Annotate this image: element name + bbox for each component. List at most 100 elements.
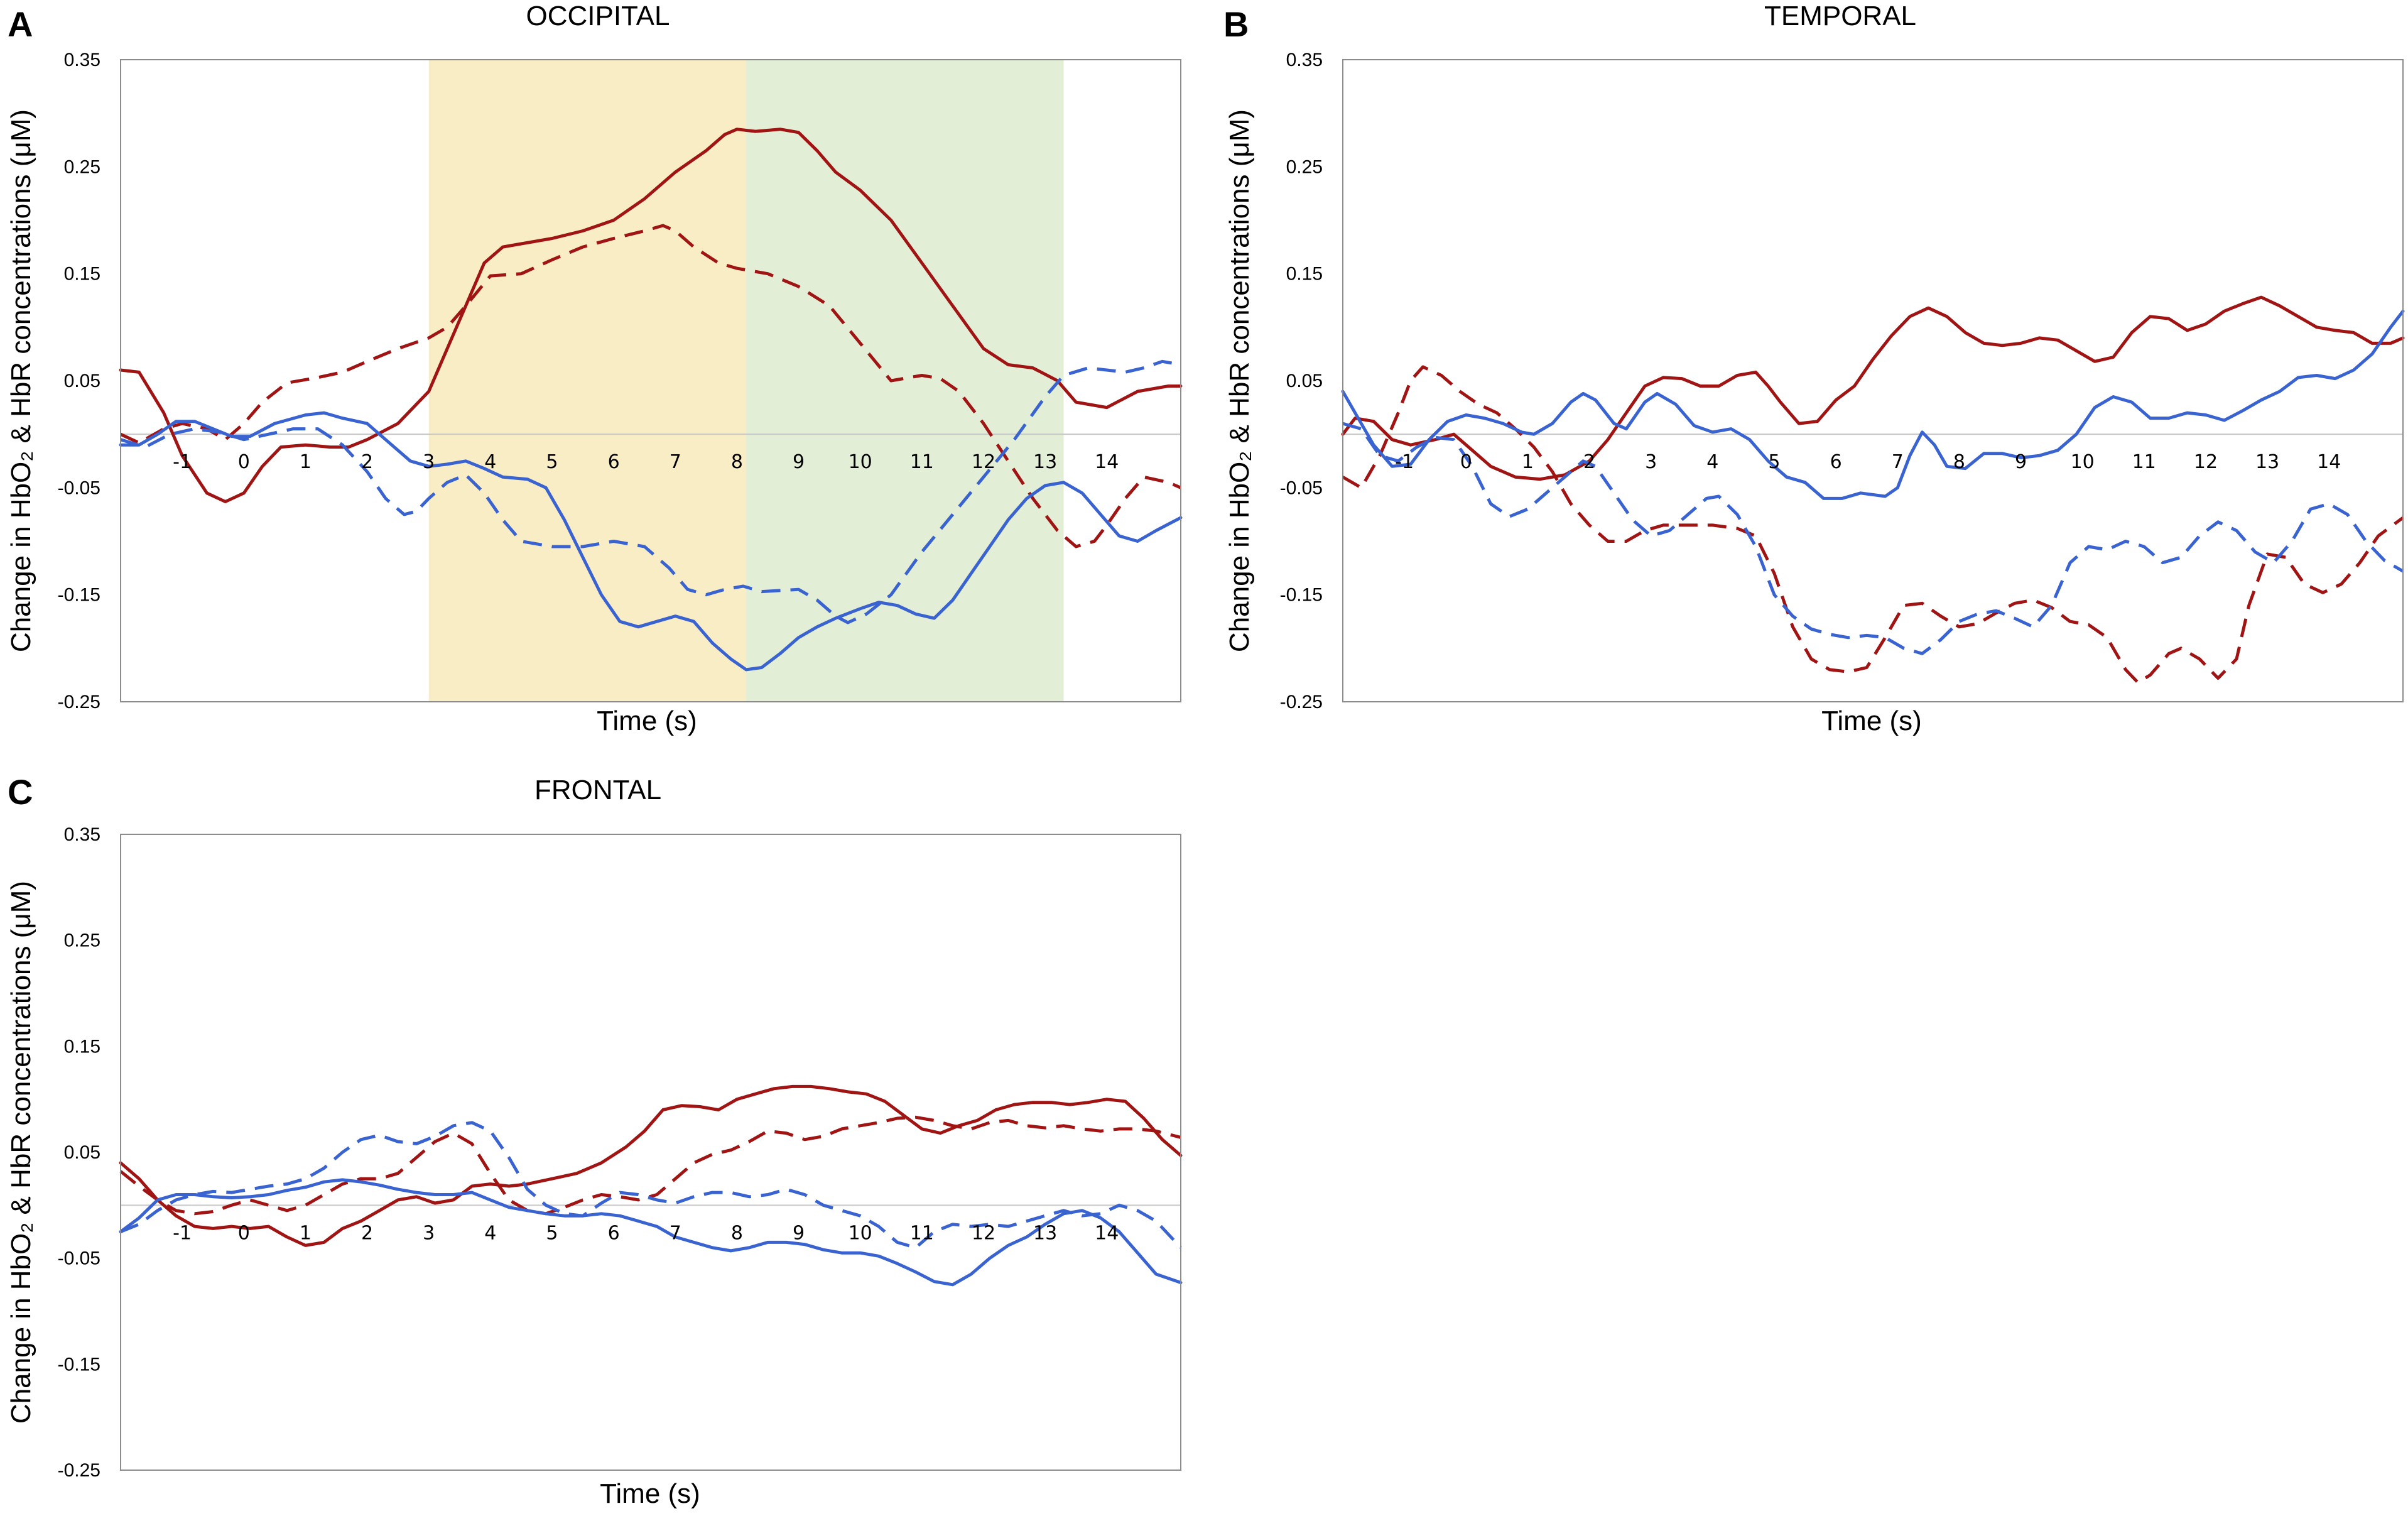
x-tick-label: 6 [608, 1222, 620, 1244]
x-tick-label: 14 [1095, 451, 1119, 473]
x-tick-label: 4 [1706, 451, 1718, 473]
x-tick-label: -1 [173, 451, 192, 473]
y-tick-label: -0.05 [58, 1248, 100, 1269]
x-tick-label: 2 [361, 451, 373, 473]
y-tick-label: 0.35 [1286, 50, 1323, 70]
x-tick-label: 10 [849, 451, 872, 473]
chart-title: OCCIPITAL [526, 1, 670, 31]
x-tick-label: 0 [238, 451, 250, 473]
x-tick-label: 0 [1460, 451, 1472, 473]
y-axis-label: Change in HbO₂ & HbR concentrations (μM) [6, 881, 36, 1424]
x-tick-label: 10 [849, 1222, 872, 1244]
chart-panel-c: 0.350.250.150.05-0.05-0.15-0.25-1 0 1 2 3 4 5 6… [6, 772, 1183, 1509]
x-tick-label: 11 [2132, 451, 2156, 473]
y-tick-label: 0.35 [64, 50, 100, 70]
y-tick-label: 0.05 [64, 1142, 100, 1163]
x-tick-label: -1 [1395, 451, 1414, 473]
y-tick-label: 0.35 [64, 824, 100, 845]
y-tick-label: -0.05 [1280, 477, 1323, 498]
y-tick-label: -0.25 [1280, 692, 1323, 712]
chart-panel-a: 0.350.250.150.05-0.05-0.15-0.25-1 0 1 2 3 4 5 6… [6, 1, 1183, 736]
x-tick-label: 8 [731, 451, 743, 473]
x-tick-label: 5 [546, 1222, 558, 1244]
x-tick-label: 14 [2317, 451, 2341, 473]
y-tick-label: 0.05 [1286, 371, 1323, 391]
y-axis-label: Change in HbO₂ & HbR concentrations (μM) [6, 109, 36, 652]
x-tick-label: 6 [608, 451, 620, 473]
x-tick-label: 11 [910, 1222, 934, 1244]
x-tick-label: 1 [300, 1222, 312, 1244]
x-tick-label: 9 [793, 1222, 805, 1244]
chart-title: TEMPORAL [1764, 1, 1916, 31]
plot-frame [120, 59, 1181, 702]
x-tick-label: 7 [1892, 451, 1904, 473]
y-tick-label: 0.15 [64, 1036, 100, 1057]
y-tick-label: 0.25 [64, 930, 100, 951]
x-tick-label: 1 [1522, 451, 1534, 473]
x-tick-label: 7 [670, 451, 681, 473]
panel-letter: A [8, 4, 33, 44]
y-tick-label: -0.25 [58, 1460, 100, 1481]
x-tick-label: 9 [793, 451, 805, 473]
shaded-region-2 [746, 60, 1064, 702]
x-axis-label: Time (s) [597, 706, 697, 736]
x-tick-label: 6 [1830, 451, 1842, 473]
x-tick-label: 2 [361, 1222, 373, 1244]
series-line-hbo2-solid [1341, 295, 2405, 481]
x-tick-label: 11 [910, 451, 934, 473]
x-tick-label: 12 [2194, 451, 2218, 473]
panel-letter: B [1223, 4, 1249, 44]
series-line-hbo2-dashed [119, 224, 1181, 548]
chart-title: FRONTAL [534, 775, 661, 805]
x-tick-label: 8 [1953, 451, 1965, 473]
x-tick-label: 5 [1768, 451, 1780, 473]
series-line-hbr-solid [119, 1178, 1183, 1287]
y-tick-label: -0.15 [1280, 585, 1323, 606]
x-tick-label: 12 [972, 451, 995, 473]
x-tick-label: 12 [972, 1222, 995, 1244]
series-line-hbo2-solid [119, 1084, 1183, 1247]
y-tick-label: -0.15 [58, 585, 100, 606]
series-line-hbo2-dashed [1342, 365, 2404, 684]
x-tick-label: 13 [1033, 451, 1057, 473]
y-tick-label: 0.05 [64, 371, 100, 391]
y-tick-label: 0.25 [1286, 156, 1323, 177]
x-tick-label: 3 [423, 451, 435, 473]
shaded-region-1 [428, 60, 747, 702]
y-tick-label: -0.25 [58, 692, 100, 712]
x-tick-label: 13 [2255, 451, 2279, 473]
x-tick-label: 5 [546, 451, 558, 473]
series-line-hbr-dashed [1342, 422, 2404, 655]
series-line-hbr-dashed [120, 1121, 1182, 1250]
x-axis-label: Time (s) [600, 1478, 700, 1509]
series-line-hbr-solid [119, 411, 1183, 672]
series-line-hbo2-solid [119, 128, 1183, 503]
x-tick-label: 3 [423, 1222, 435, 1244]
x-tick-label: 13 [1033, 1222, 1057, 1244]
y-tick-label: -0.15 [58, 1354, 100, 1375]
x-tick-label: 14 [1095, 1222, 1119, 1244]
y-tick-label: 0.25 [64, 156, 100, 177]
x-axis-label: Time (s) [1821, 706, 1922, 736]
plot-frame [120, 834, 1181, 1471]
x-tick-label: 4 [484, 1222, 496, 1244]
y-tick-label: -0.05 [58, 477, 100, 498]
x-tick-label: 4 [484, 451, 496, 473]
x-tick-label: 0 [238, 1222, 250, 1244]
x-tick-label: 10 [2071, 451, 2095, 473]
series-line-hbr-dashed [120, 359, 1175, 624]
y-axis-label: Change in HbO₂ & HbR concentrations (μM) [1224, 109, 1255, 652]
x-tick-label: 7 [670, 1222, 681, 1244]
x-tick-label: 9 [2015, 451, 2027, 473]
y-tick-label: 0.15 [1286, 264, 1323, 285]
chart-panel-b: 0.350.250.150.05-0.05-0.15-0.25-1 0 1 2 3 4 5 6… [1223, 1, 2405, 736]
x-tick-label: 2 [1583, 451, 1595, 473]
panel-letter: C [8, 772, 33, 812]
y-tick-label: 0.15 [64, 264, 100, 285]
plot-frame [1342, 59, 2404, 702]
x-tick-label: 1 [300, 451, 312, 473]
x-tick-label: 8 [731, 1222, 743, 1244]
series-line-hbr-solid [1341, 309, 2405, 500]
